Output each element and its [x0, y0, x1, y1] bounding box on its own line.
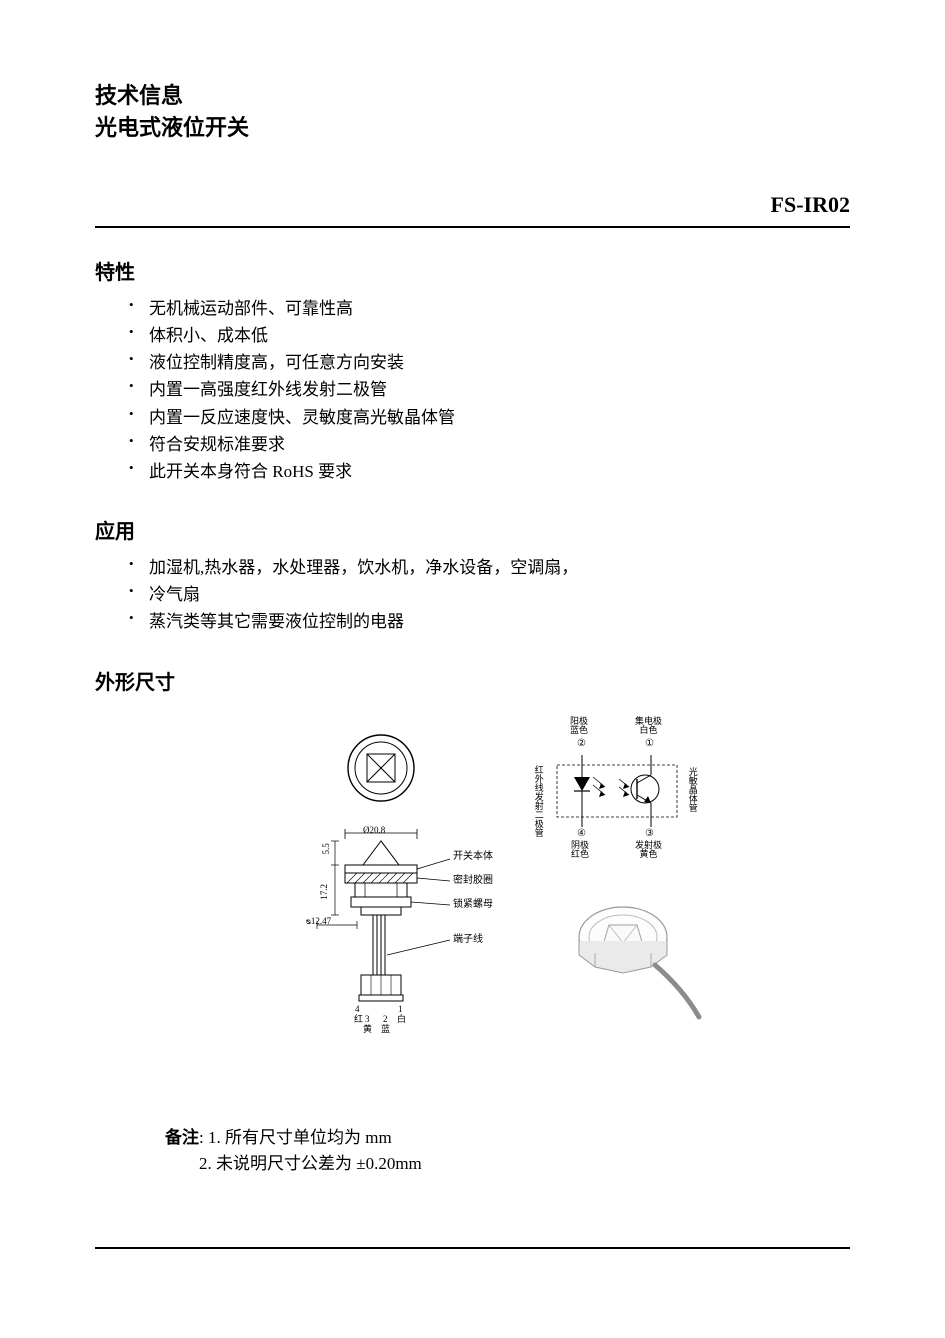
dim-diameter: Ø20.8 — [363, 826, 385, 836]
feature-item: 液位控制精度高，可任意方向安装 — [149, 349, 850, 376]
pin-2: 2 — [383, 1015, 388, 1025]
schematic-emitter-pin: ③ — [645, 829, 654, 840]
feature-item: 内置一反应速度快、灵敏度高光敏晶体管 — [149, 404, 850, 431]
notes-block: 备注: 1. 所有尺寸单位均为 mm 2. 未说明尺寸公差为 ±0.20mm — [165, 1125, 850, 1178]
dimensions-heading: 外形尺寸 — [95, 666, 850, 695]
wire-white: 白 — [397, 1015, 406, 1025]
feature-item: 符合安规标准要求 — [149, 431, 850, 458]
wire-red: 红 — [354, 1015, 363, 1025]
schematic-icon — [527, 717, 707, 867]
render-icon — [565, 897, 705, 1027]
note-1: : 1. 所有尺寸单位均为 mm — [199, 1128, 392, 1147]
technical-drawings: Ø20.8 5.5 17.2 ᴓ12.47 开关本体 密封胶圈 锁紧螺母 端子线… — [95, 717, 850, 1097]
application-item: 冷气扇 — [149, 581, 850, 608]
model-row: FS-IR02 — [95, 192, 850, 218]
feature-item: 此开关本身符合 RoHS 要求 — [149, 458, 850, 485]
wire-blue: 蓝 — [381, 1025, 390, 1035]
title-line-2: 光电式液位开关 — [95, 112, 850, 144]
divider-top — [95, 226, 850, 228]
application-item: 加湿机,热水器，水处理器，饮水机，净水设备，空调扇， — [149, 554, 850, 581]
divider-bottom — [95, 1247, 850, 1249]
wire-yellow: 黄 — [363, 1025, 372, 1035]
applications-heading: 应用 — [95, 515, 850, 544]
features-heading: 特性 — [95, 256, 850, 285]
label-seal: 密封胶圈 — [453, 876, 493, 887]
label-body: 开关本体 — [453, 852, 493, 863]
schematic-emitter: 发射极黄色 — [635, 841, 662, 860]
pin-4: 4 — [355, 1005, 360, 1015]
features-list: 无机械运动部件、可靠性高 体积小、成本低 液位控制精度高，可任意方向安装 内置一… — [95, 295, 850, 485]
schematic-collector: 集电极白色 — [635, 717, 662, 736]
note-2: 2. 未说明尺寸公差为 ±0.20mm — [199, 1154, 422, 1173]
schematic-collector-pin: ① — [645, 739, 654, 750]
notes-label: 备注 — [165, 1128, 199, 1147]
feature-item: 内置一高强度红外线发射二极管 — [149, 376, 850, 403]
schematic-right-comp: 光敏晶体管 — [687, 767, 697, 812]
application-item: 蒸汽类等其它需要液位控制的电器 — [149, 608, 850, 635]
pin-1: 1 — [398, 1005, 403, 1015]
title-line-1: 技术信息 — [95, 80, 850, 112]
dim-hex: ᴓ12.47 — [306, 917, 331, 927]
top-view-icon — [342, 729, 420, 807]
title-block: 技术信息 光电式液位开关 — [95, 80, 850, 144]
schematic-anode: 阳极蓝色 — [570, 717, 588, 736]
label-wire: 端子线 — [453, 935, 483, 946]
model-number: FS-IR02 — [771, 192, 850, 217]
schematic-anode-pin: ② — [577, 739, 586, 750]
schematic-cathode-pin: ④ — [577, 829, 586, 840]
schematic-left-comp: 红外线发射二极管 — [533, 765, 543, 837]
applications-list: 加湿机,热水器，水处理器，饮水机，净水设备，空调扇， 冷气扇 蒸汽类等其它需要液… — [95, 554, 850, 636]
dim-h1: 5.5 — [322, 843, 332, 854]
feature-item: 体积小、成本低 — [149, 322, 850, 349]
pin-3: 3 — [365, 1015, 370, 1025]
dim-h2: 17.2 — [320, 884, 330, 900]
label-nut: 锁紧螺母 — [453, 900, 493, 911]
schematic-cathode: 阴极红色 — [571, 841, 589, 860]
feature-item: 无机械运动部件、可靠性高 — [149, 295, 850, 322]
